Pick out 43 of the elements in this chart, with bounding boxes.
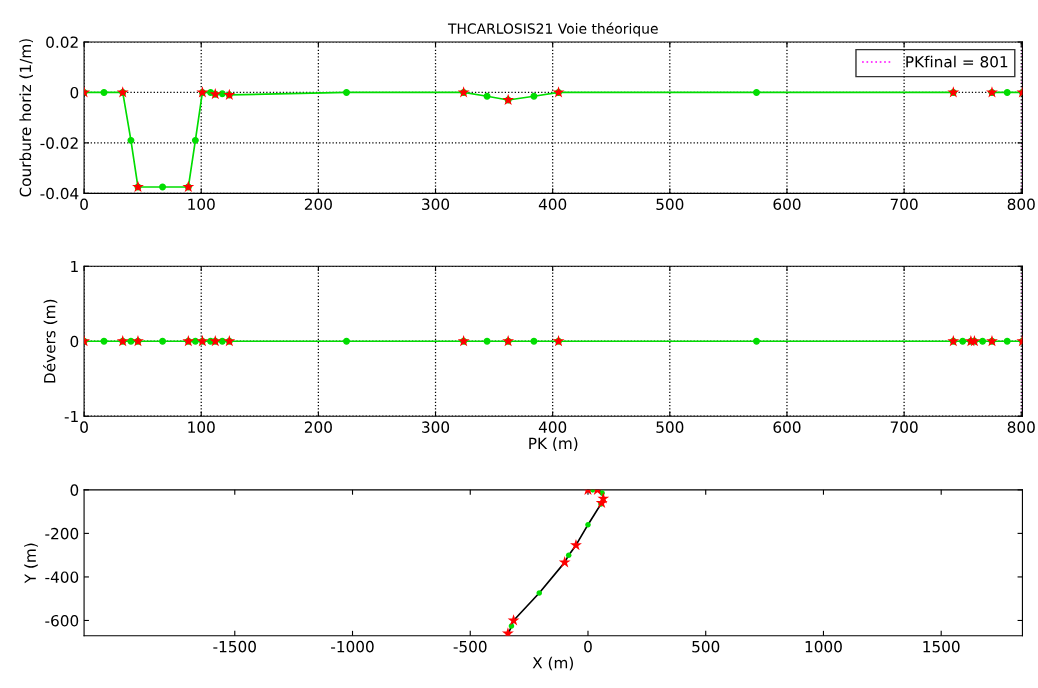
y-tick-label: -0.04 [40,187,79,200]
y-axis-title: Courbure horiz (1/m) [19,39,33,197]
x-tick-label: 300 [422,421,450,433]
x-tick-label: 500 [656,198,684,211]
y-tick-label: -0.02 [40,137,78,149]
y-axis-title: Dévers (m) [43,299,58,383]
y-tick-label: 1 [71,260,78,273]
x-tick-label: 800 [1007,198,1035,211]
x-tick-label: 200 [304,421,332,433]
x-tick-label: 400 [538,198,567,211]
x-tick-label: 0 [80,198,88,211]
x-tick-label: 1500 [923,640,960,653]
y-tick-label: 0 [70,86,79,99]
y-tick-label: 0 [70,335,79,348]
y-tick-label: 0 [70,484,79,496]
x-tick-label: 500 [692,640,720,653]
x-tick-label: 0 [80,421,88,433]
x-tick-label: 100 [188,421,215,433]
x-tick-label: 200 [304,198,332,211]
x-tick-label: 600 [773,421,801,433]
x-tick-label: 300 [422,198,450,211]
y-tick-label: -400 [45,571,79,583]
x-tick-label: 1000 [805,640,842,653]
chart-title: THCARLOSIS21 Voie théorique [447,22,658,37]
x-tick-label: 800 [1007,421,1035,433]
y-tick-label: 0.02 [46,36,78,48]
x-tick-label: 400 [538,421,567,433]
x-axis-title: PK (m) [529,437,578,451]
y-axis-title: Y (m) [24,543,38,584]
x-tick-label: -1000 [331,640,374,653]
x-tick-label: 600 [773,198,801,211]
x-tick-label: 700 [890,198,918,211]
ref-line-label: PKfinal = 801 [906,55,1008,68]
x-axis-title: X (m) [532,656,574,671]
x-tick-label: 0 [584,640,592,653]
x-tick-label: 100 [188,198,215,211]
y-tick-label: -200 [45,527,79,540]
x-tick-label: 500 [656,421,684,433]
y-tick-label: -600 [45,614,79,627]
x-tick-label: -500 [453,640,487,653]
x-tick-label: -1500 [213,640,256,653]
x-tick-label: 700 [890,421,918,433]
y-tick-label: -1 [64,410,78,423]
